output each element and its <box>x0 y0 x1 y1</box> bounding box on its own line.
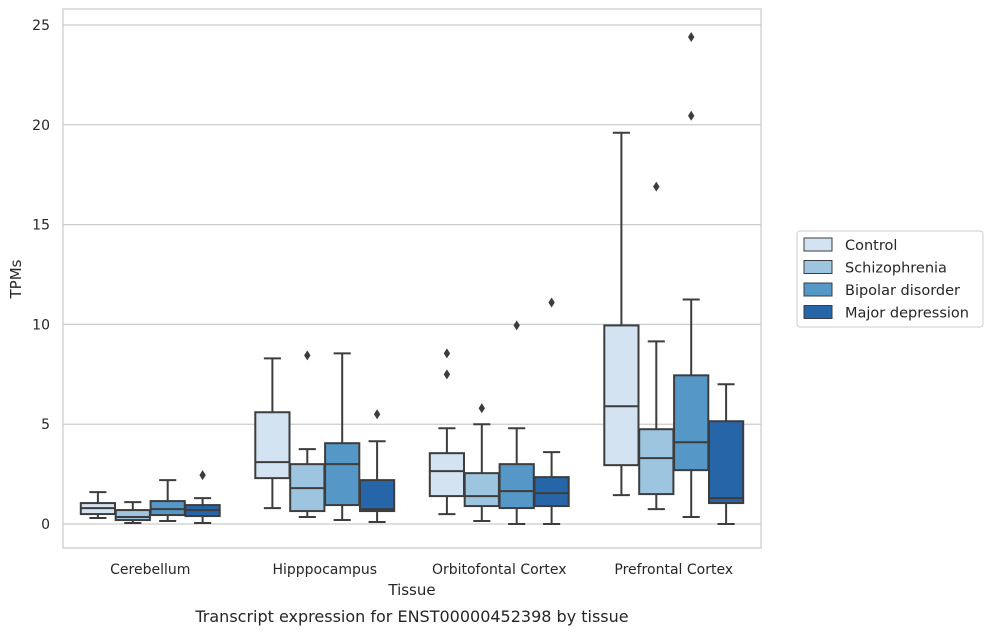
x-axis-label: Tissue <box>387 581 435 599</box>
box-group <box>289 350 326 519</box>
x-tick-label: Hipppocampus <box>272 562 377 578</box>
box-group <box>254 357 291 510</box>
outlier-point <box>304 350 311 361</box>
box <box>324 442 361 507</box>
outlier-point <box>513 320 520 331</box>
box-group <box>358 409 396 524</box>
box-group <box>184 470 221 525</box>
boxes <box>79 31 745 526</box>
outlier-point <box>443 348 451 359</box>
legend-label: Major depression <box>845 306 969 322</box>
box <box>114 509 151 522</box>
box-group <box>638 181 675 511</box>
box <box>603 324 640 467</box>
box <box>673 374 710 472</box>
box <box>358 479 396 513</box>
box <box>707 420 745 505</box>
box <box>428 452 466 498</box>
x-tick-label: Cerebellum <box>110 562 190 578</box>
y-tick-label: 5 <box>41 417 50 433</box>
box-group <box>533 297 570 526</box>
gridlines <box>63 24 761 525</box>
box <box>533 476 570 508</box>
x-tick-label: Orbitofontal Cortex <box>432 562 567 578</box>
plot-area-frame <box>62 8 762 549</box>
legend-frame <box>796 230 984 328</box>
x-tick-label: Prefrontal Cortex <box>614 562 733 578</box>
box-group <box>673 31 710 519</box>
y-tick-label: 0 <box>41 517 50 533</box>
legend-label: Control <box>845 238 897 254</box>
box-group <box>324 352 361 522</box>
outlier-point <box>548 297 555 308</box>
legend-label: Bipolar disorder <box>845 283 960 299</box>
y-axis-label: TPMs <box>7 259 25 299</box>
box-group <box>498 320 535 526</box>
outlier-point <box>688 110 695 121</box>
y-tick-label: 10 <box>32 317 50 333</box>
legend-swatch <box>803 282 833 297</box>
y-tick-label: 15 <box>32 218 50 234</box>
chart-caption: Transcript expression for ENST0000045239… <box>194 607 628 626</box>
legend: Control Schizophrenia Bipolar disorder Majo… <box>796 230 984 328</box>
legend-swatch <box>803 237 833 252</box>
x-tick-labels: Cerebellum Hipppocampus Orbitofontal Corte… <box>110 562 733 578</box>
box-group <box>79 491 117 520</box>
legend-swatch <box>803 260 833 274</box>
outlier-point <box>688 31 695 42</box>
box-group <box>707 383 745 526</box>
box <box>254 411 291 480</box>
legend-swatch <box>803 305 833 319</box>
y-tick-label: 25 <box>32 18 50 34</box>
outlier-point <box>373 409 381 420</box>
y-tick-labels: 0 5 10 15 20 25 <box>32 18 50 533</box>
outlier-point <box>653 181 660 192</box>
box-group <box>114 501 151 525</box>
y-tick-label: 20 <box>32 118 50 134</box>
outlier-point <box>199 470 206 481</box>
box <box>638 428 675 496</box>
outlier-point <box>443 369 451 380</box>
box <box>463 472 500 508</box>
box-group <box>428 348 466 516</box>
box <box>498 463 535 510</box>
box-group <box>603 131 640 497</box>
box-group <box>149 479 186 523</box>
legend-label: Schizophrenia <box>845 261 947 277</box>
outlier-point <box>478 403 485 414</box>
